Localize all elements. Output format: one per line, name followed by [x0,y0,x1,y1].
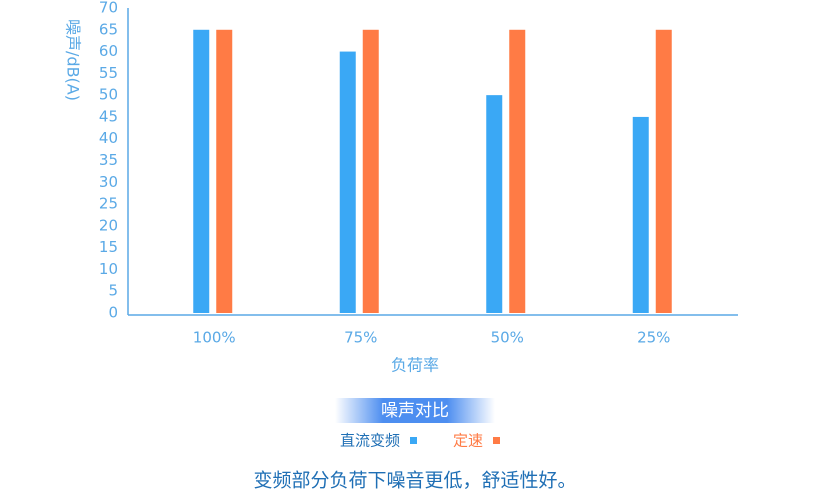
bar [339,51,356,313]
x-tick-label: 75% [344,329,377,347]
x-axis-label: 负荷率 [391,356,439,375]
y-tick-label: 70 [99,0,118,17]
bar [486,95,503,314]
y-tick-label: 30 [99,173,118,191]
bar [193,29,210,314]
y-tick-label: 5 [108,282,118,300]
y-tick-label: 20 [99,216,118,234]
y-tick-label: 55 [99,64,118,82]
y-tick-label: 35 [99,151,118,169]
bar [216,29,233,314]
x-tick-label: 50% [491,329,524,347]
y-tick-label: 10 [99,260,118,278]
y-tick-label: 60 [99,42,118,60]
title-badge [335,398,495,423]
y-tick-label: 50 [99,86,118,104]
bar [655,29,672,314]
x-tick-label: 25% [637,329,670,347]
x-tick-label: 100% [193,329,236,347]
y-tick-label: 15 [99,238,118,256]
bar [632,116,649,313]
legend-swatch [410,437,417,444]
bar [362,29,379,314]
y-tick-label: 40 [99,129,118,147]
y-tick-label: 45 [99,107,118,125]
bar [509,29,526,314]
legend-swatch [493,437,500,444]
legend-label: 定速 [453,432,483,450]
y-tick-label: 25 [99,195,118,213]
caption: 变频部分负荷下噪音更低，舒适性好。 [253,470,576,492]
y-tick-label: 0 [108,304,118,322]
chart-title: 噪声对比 [381,401,449,421]
y-axis-label: 噪声/dB(A) [64,19,83,101]
legend-label: 直流变频 [340,432,400,450]
y-tick-label: 65 [99,20,118,38]
